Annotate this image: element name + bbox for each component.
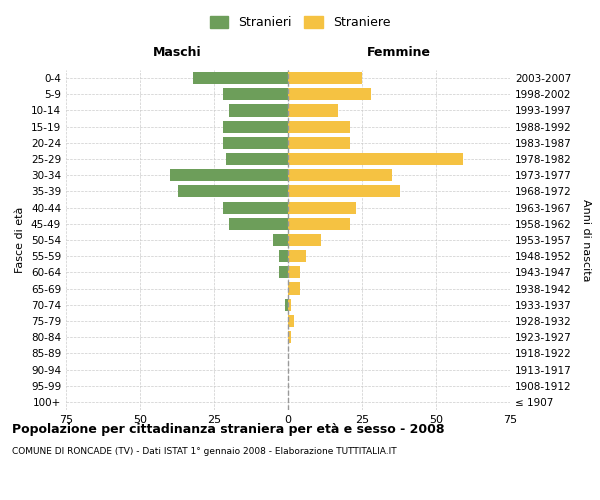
Bar: [288, 169, 392, 181]
Bar: [279, 250, 288, 262]
Text: Femmine: Femmine: [367, 46, 431, 59]
Bar: [285, 298, 288, 311]
Bar: [288, 250, 306, 262]
Y-axis label: Fasce di età: Fasce di età: [16, 207, 25, 273]
Bar: [288, 331, 291, 343]
Bar: [288, 72, 362, 84]
Text: COMUNE DI RONCADE (TV) - Dati ISTAT 1° gennaio 2008 - Elaborazione TUTTITALIA.IT: COMUNE DI RONCADE (TV) - Dati ISTAT 1° g…: [12, 448, 397, 456]
Bar: [288, 315, 294, 327]
Bar: [288, 202, 356, 213]
Bar: [279, 266, 288, 278]
Bar: [288, 266, 300, 278]
Y-axis label: Anni di nascita: Anni di nascita: [581, 198, 591, 281]
Bar: [288, 218, 350, 230]
Bar: [193, 72, 288, 84]
Bar: [229, 218, 288, 230]
Text: Popolazione per cittadinanza straniera per età e sesso - 2008: Popolazione per cittadinanza straniera p…: [12, 422, 445, 436]
Bar: [288, 186, 400, 198]
Text: Maschi: Maschi: [152, 46, 202, 59]
Bar: [288, 104, 338, 117]
Bar: [288, 88, 371, 101]
Bar: [229, 104, 288, 117]
Bar: [178, 186, 288, 198]
Bar: [223, 120, 288, 132]
Legend: Stranieri, Straniere: Stranieri, Straniere: [205, 11, 395, 34]
Bar: [288, 137, 350, 149]
Bar: [288, 282, 300, 294]
Bar: [223, 88, 288, 101]
Bar: [170, 169, 288, 181]
Bar: [226, 153, 288, 165]
Bar: [273, 234, 288, 246]
Bar: [288, 120, 350, 132]
Bar: [288, 298, 291, 311]
Bar: [223, 137, 288, 149]
Bar: [288, 153, 463, 165]
Bar: [288, 234, 320, 246]
Bar: [223, 202, 288, 213]
